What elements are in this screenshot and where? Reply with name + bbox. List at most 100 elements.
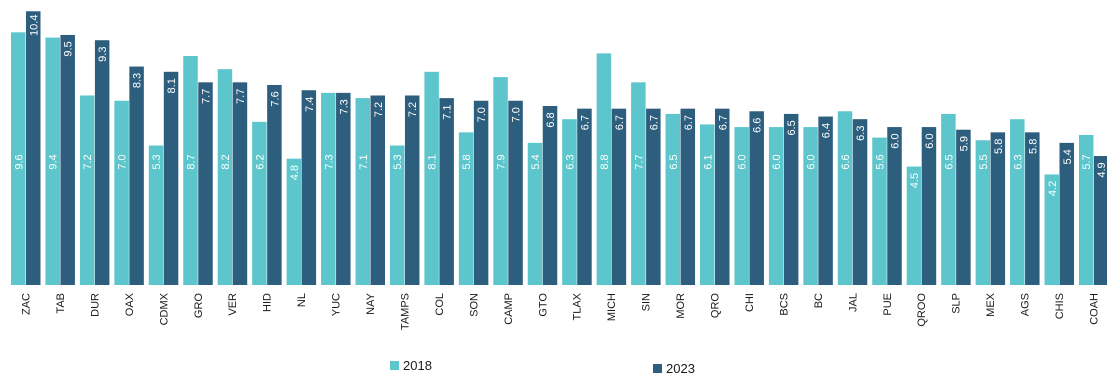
- value-label-2018-oax: 7.0: [117, 154, 129, 169]
- value-label-2018-nl: 4.8: [289, 165, 301, 180]
- x-tick-label-hid: HID: [262, 293, 274, 312]
- x-tick-labels-layer: ZAC TAB DUR OAX CDMX GRO VER HID NL YUC NAY TAMPS CO…: [21, 292, 1101, 330]
- bar-2023-yuc: [336, 92, 351, 285]
- bar-2023-slp: [956, 129, 971, 285]
- bar-2023-chis: [1059, 142, 1074, 285]
- value-label-2023-pue: 6.0: [890, 133, 902, 148]
- bar-2023-gto: [542, 106, 558, 286]
- value-label-2018-zac: 9.6: [13, 154, 25, 169]
- bar-2018-bcs: [768, 127, 784, 285]
- bar-2023-tamps: [404, 95, 420, 286]
- x-tick-label-oax: OAX: [124, 292, 136, 316]
- bar-2018-ags: [1010, 119, 1025, 286]
- x-tick-label-col: COL: [434, 293, 446, 316]
- value-label-2018-chi: 6.0: [737, 154, 749, 169]
- value-label-2018-ags: 6.3: [1012, 154, 1024, 169]
- value-label-2018-tab: 9.4: [48, 154, 60, 169]
- x-tick-label-son: SON: [468, 293, 480, 317]
- value-label-2023-tamps: 7.2: [407, 102, 419, 117]
- bar-2018-yuc: [321, 92, 336, 285]
- bar-2023-nl: [301, 90, 317, 285]
- value-label-2018-slp: 6.5: [943, 154, 955, 169]
- bar-2018-hid: [252, 121, 267, 285]
- bar-2023-dur: [94, 40, 110, 285]
- bar-2023-gro: [198, 82, 213, 285]
- x-tick-label-ags: AGS: [1020, 293, 1032, 316]
- bar-2023-bcs: [783, 113, 799, 285]
- bar-2018-qro: [700, 124, 715, 285]
- x-tick-label-sin: SIN: [641, 293, 653, 311]
- value-label-2018-coah: 5.7: [1081, 154, 1093, 169]
- value-label-2023-qroo: 6.0: [924, 133, 936, 148]
- value-label-2018-camp: 7.9: [496, 154, 508, 169]
- x-tick-label-nl: NL: [296, 293, 308, 307]
- bar-2023-tab: [60, 34, 75, 286]
- bar-2018-ver: [217, 69, 233, 285]
- value-label-2023-dur: 9.3: [97, 47, 109, 62]
- bar-2018-gto: [527, 142, 543, 285]
- bar-2023-mex: [990, 132, 1006, 285]
- bars-layer: [11, 11, 1107, 286]
- legend-swatch-2018: [390, 361, 399, 370]
- value-label-2018-tamps: 5.3: [392, 154, 404, 169]
- bar-2018-camp: [493, 77, 508, 285]
- x-tick-label-bcs: BCS: [778, 293, 790, 316]
- value-label-2018-qro: 6.1: [702, 154, 714, 169]
- bar-2018-mor: [665, 113, 681, 285]
- value-label-2023-hid: 7.6: [269, 91, 281, 106]
- value-label-2018-mor: 6.5: [668, 154, 680, 169]
- bar-2023-tlax: [577, 108, 592, 286]
- value-label-2023-mich: 6.7: [614, 115, 626, 130]
- value-label-2023-nl: 7.4: [304, 97, 316, 112]
- x-tick-label-yuc: YUC: [331, 293, 343, 316]
- x-tick-label-chi: CHI: [744, 293, 756, 312]
- x-tick-label-ver: VER: [227, 293, 239, 316]
- bar-2018-tamps: [389, 145, 405, 285]
- x-tick-label-coah: COAH: [1088, 293, 1100, 325]
- bar-2023-ags: [1025, 132, 1040, 285]
- bar-2018-mex: [975, 140, 991, 285]
- bar-2018-pue: [872, 137, 887, 285]
- value-label-2018-mex: 5.5: [978, 154, 990, 169]
- bar-2018-slp: [941, 113, 956, 285]
- bar-2023-col: [439, 98, 454, 286]
- legend: 2018 2023: [390, 358, 695, 376]
- bar-2023-mor: [680, 108, 696, 286]
- value-label-2023-tlax: 6.7: [579, 115, 591, 130]
- x-tick-label-mor: MOR: [675, 293, 687, 319]
- bar-2018-tab: [45, 37, 60, 285]
- value-label-2023-mor: 6.7: [683, 115, 695, 130]
- value-label-2018-mich: 8.8: [599, 154, 611, 169]
- value-label-2018-qroo: 4.5: [909, 173, 921, 188]
- x-tick-label-mich: MICH: [606, 293, 618, 321]
- bar-2023-cdmx: [163, 71, 179, 285]
- value-label-2018-sin: 7.7: [633, 154, 645, 169]
- bar-2023-zac: [26, 11, 41, 285]
- bar-2023-son: [473, 100, 489, 285]
- x-tick-label-qro: QRO: [710, 293, 722, 319]
- bar-2018-nay: [355, 98, 370, 286]
- bar-2018-coah: [1078, 134, 1094, 285]
- value-label-2018-jal: 6.6: [840, 154, 852, 169]
- bar-2018-gro: [183, 56, 198, 286]
- value-label-2023-son: 7.0: [476, 107, 488, 122]
- x-tick-label-cdmx: CDMX: [158, 292, 170, 325]
- x-tick-label-mex: MEX: [985, 292, 997, 317]
- x-tick-label-dur: DUR: [89, 293, 101, 317]
- x-tick-label-camp: CAMP: [503, 293, 515, 325]
- x-tick-label-pue: PUE: [882, 293, 894, 316]
- value-label-2018-col: 8.1: [427, 154, 439, 169]
- value-label-2018-bc: 6.0: [806, 154, 818, 169]
- value-label-2018-dur: 7.2: [82, 154, 94, 169]
- value-label-2018-gto: 5.4: [530, 154, 542, 169]
- bar-2018-chi: [734, 127, 749, 285]
- value-label-2018-cdmx: 5.3: [151, 154, 163, 169]
- bar-2018-son: [458, 132, 474, 285]
- bar-2023-mich: [611, 108, 627, 286]
- value-label-2023-jal: 6.3: [855, 126, 867, 141]
- x-tick-label-gro: GRO: [193, 293, 205, 319]
- value-label-2018-gro: 8.7: [186, 154, 198, 169]
- value-label-2023-sin: 6.7: [648, 115, 660, 130]
